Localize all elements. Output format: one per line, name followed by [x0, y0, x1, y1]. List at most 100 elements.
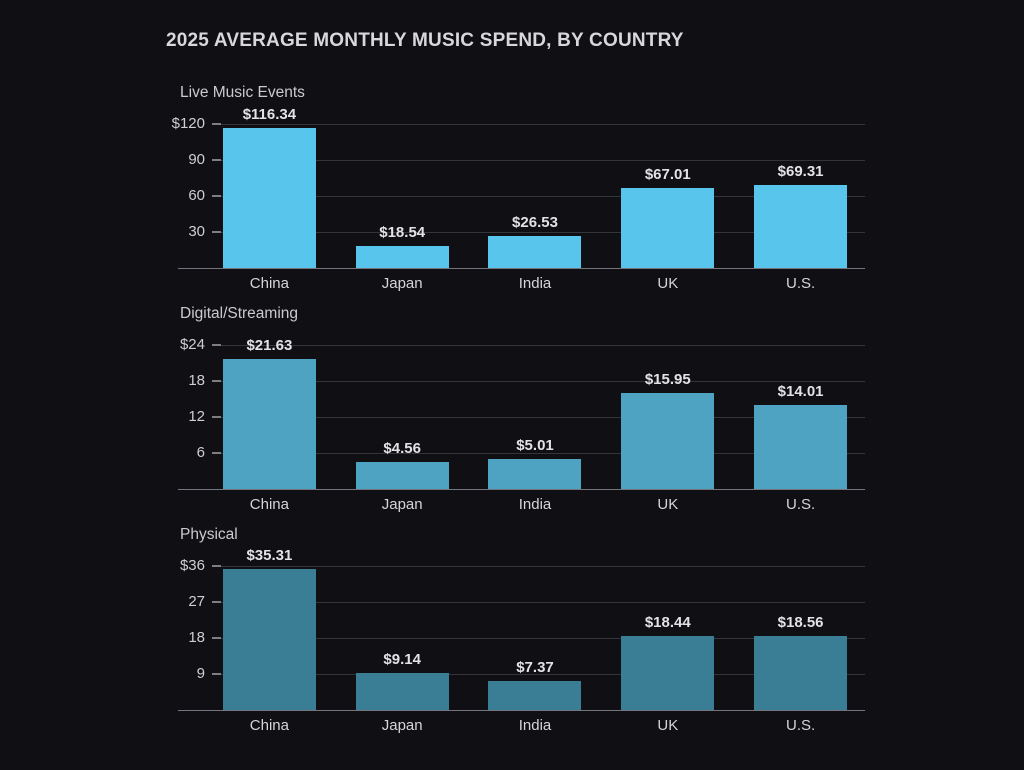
- y-tick-label: 9: [196, 665, 205, 682]
- bars-row: $35.31 $9.14 $7.37 $18.44 $18.56: [203, 547, 867, 710]
- category-label: Japan: [381, 275, 423, 292]
- chart-subtitle: Digital/Streaming: [180, 305, 299, 322]
- bar-value-label: $69.31: [777, 162, 824, 180]
- y-tick-mark: [212, 416, 221, 418]
- x-axis-labels: China Japan India UK U.S.: [203, 717, 867, 734]
- bars-row: $116.34 $18.54 $26.53 $67.01 $69.31: [203, 106, 867, 268]
- bar-value-label: $21.63: [246, 337, 293, 355]
- gridline: [212, 638, 865, 639]
- bar-value-label: $7.37: [516, 658, 554, 676]
- category-label: U.S.: [785, 275, 816, 292]
- y-tick-mark: [212, 344, 221, 346]
- bar-value-label: $18.54: [379, 223, 426, 241]
- bar-slot: $18.44: [601, 566, 734, 710]
- bar-slot: $4.56: [336, 345, 469, 489]
- y-tick-mark: [212, 123, 221, 125]
- y-tick-label: 18: [188, 372, 205, 389]
- chart-subtitle: Physical: [180, 526, 238, 543]
- gridline: [212, 381, 865, 382]
- y-tick-mark: [212, 159, 221, 161]
- bar-slot: $67.01: [601, 124, 734, 268]
- bar-value-label: $67.01: [644, 165, 691, 183]
- x-axis-line: [178, 710, 865, 711]
- bar-value-label: $14.01: [777, 382, 824, 400]
- category-label: UK: [657, 275, 679, 292]
- y-tick-label: 30: [188, 223, 205, 240]
- bar: [754, 184, 848, 268]
- y-tick-label: $24: [179, 336, 205, 353]
- gridline: [212, 566, 865, 567]
- x-axis-line: [178, 489, 865, 490]
- bar-slot: $15.95: [601, 345, 734, 489]
- bar-value-label: $15.95: [644, 371, 691, 389]
- bar-slot: $14.01: [734, 345, 867, 489]
- category-label: China: [249, 717, 289, 734]
- bar-chart: Digital/Streaming $24 18 12 6 $21.63 $4.56 $5.0…: [0, 305, 1024, 517]
- category-label: Japan: [381, 496, 423, 513]
- y-tick-label: 6: [196, 444, 205, 461]
- bar-slot: $69.31: [734, 124, 867, 268]
- bar: [222, 359, 316, 489]
- bar: [488, 458, 582, 489]
- y-tick-mark: [212, 195, 221, 197]
- x-axis-labels: China Japan India UK U.S.: [203, 496, 867, 513]
- bar-value-label: $5.01: [516, 436, 554, 454]
- category-label: Japan: [381, 717, 423, 734]
- bar-slot: $5.01: [469, 345, 602, 489]
- bar: [222, 568, 316, 710]
- bar: [621, 187, 715, 268]
- bar-value-label: $9.14: [383, 651, 421, 669]
- category-label: China: [249, 496, 289, 513]
- bar-value-label: $35.31: [246, 546, 293, 564]
- bar-slot: $7.37: [469, 566, 602, 710]
- bar-value-label: $26.53: [512, 214, 558, 232]
- gridline: [212, 196, 865, 197]
- bar: [488, 680, 582, 710]
- bars-row: $21.63 $4.56 $5.01 $15.95 $14.01: [203, 337, 867, 489]
- y-tick-mark: [212, 380, 221, 382]
- category-label: India: [518, 275, 552, 292]
- bar: [355, 245, 449, 268]
- y-tick-mark: [212, 452, 221, 454]
- bar-slot: $116.34: [203, 106, 336, 268]
- y-tick-mark: [212, 565, 221, 567]
- y-tick-mark: [212, 601, 221, 603]
- plot-area: $116.34 $18.54 $26.53 $67.01 $69.31: [178, 106, 867, 269]
- plot-area: $35.31 $9.14 $7.37 $18.44 $18.56: [178, 547, 867, 711]
- bar: [355, 673, 449, 710]
- category-label: U.S.: [785, 717, 816, 734]
- y-tick-mark: [212, 673, 221, 675]
- y-tick-label: $36: [179, 557, 205, 574]
- gridline: [212, 417, 865, 418]
- bar-slot: $9.14: [336, 566, 469, 710]
- y-tick-label: 27: [188, 593, 205, 610]
- bar: [222, 128, 316, 268]
- bar: [754, 635, 848, 710]
- x-axis-line: [178, 268, 865, 269]
- bar-slot: $21.63: [203, 337, 336, 489]
- gridline: [212, 232, 865, 233]
- bar: [621, 393, 715, 489]
- page-title: 2025 AVERAGE MONTHLY MUSIC SPEND, BY COU…: [166, 30, 684, 51]
- bar-slot: $35.31: [203, 547, 336, 710]
- category-label: China: [249, 275, 289, 292]
- bar: [488, 236, 582, 268]
- gridline: [212, 160, 865, 161]
- y-tick-label: 12: [188, 408, 205, 425]
- bar-value-label: $18.44: [644, 614, 691, 632]
- category-label: UK: [657, 496, 679, 513]
- bar-slot: $18.56: [734, 566, 867, 710]
- category-label: India: [518, 496, 552, 513]
- bar-slot: $26.53: [469, 124, 602, 268]
- bar-slot: $18.54: [336, 124, 469, 268]
- x-axis-labels: China Japan India UK U.S.: [203, 275, 867, 292]
- bar: [621, 636, 715, 710]
- gridline: [212, 124, 865, 125]
- category-label: U.S.: [785, 496, 816, 513]
- bar-chart: Physical $36 27 18 9 $35.31 $9.14 $7.37 $18.44 $1…: [0, 526, 1024, 738]
- bar-value-label: $18.56: [777, 613, 824, 631]
- bar-value-label: $116.34: [242, 106, 297, 124]
- y-tick-label: 18: [188, 629, 205, 646]
- gridline: [212, 674, 865, 675]
